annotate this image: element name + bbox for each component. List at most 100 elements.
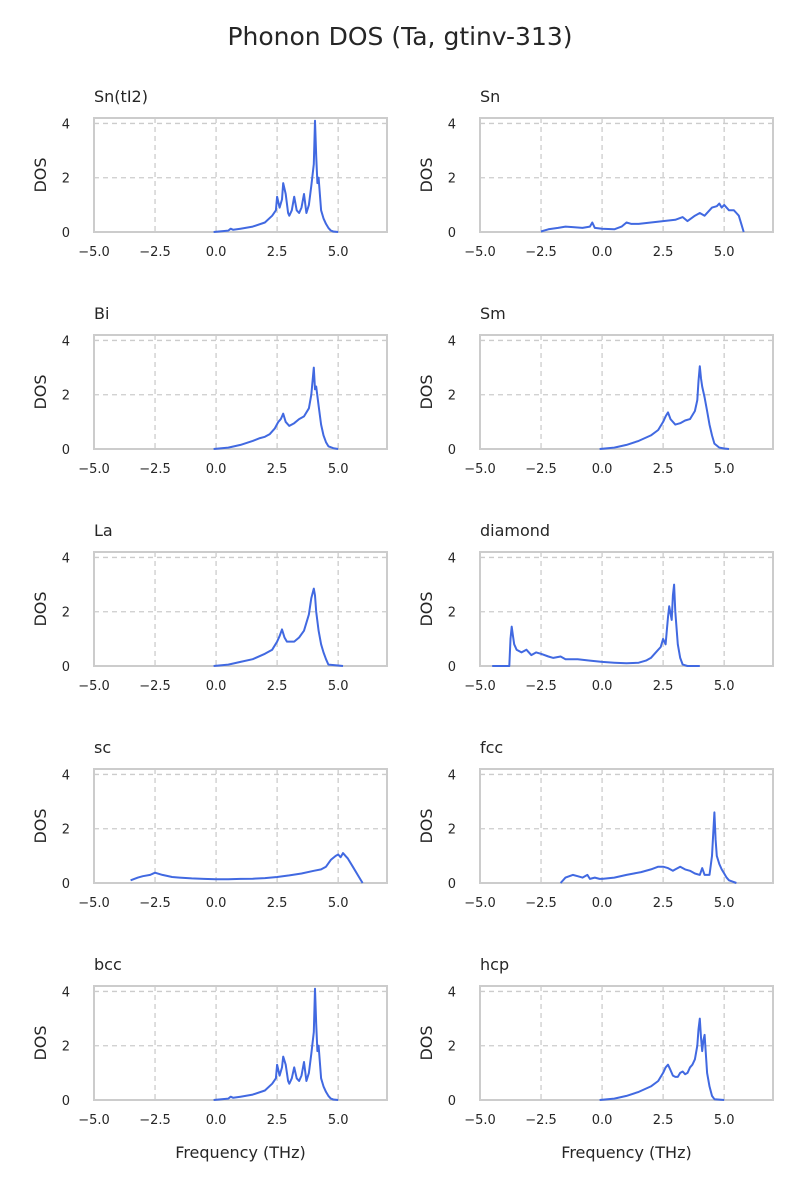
axes-frame	[479, 551, 774, 667]
x-tick-label: −5.0	[464, 896, 496, 911]
dos-series-line	[213, 587, 344, 667]
y-tick-label: 4	[448, 551, 456, 566]
y-axis-label: DOS	[31, 591, 50, 626]
y-tick-label: 2	[62, 389, 70, 404]
y-tick-label: 0	[62, 226, 70, 241]
subplot-7: fcc −5.0 −2.5 0.0 2.5 5.0 0 2 4 DOS	[417, 738, 774, 911]
x-tick-label: 0.0	[592, 896, 613, 911]
y-tick-label: 4	[62, 768, 70, 783]
x-tick-label: −2.5	[525, 896, 557, 911]
x-tick-label: −5.0	[464, 1113, 496, 1128]
y-tick-label: 2	[448, 823, 456, 838]
x-tick-label: 0.0	[206, 679, 227, 694]
y-tick-label: 0	[448, 877, 456, 892]
x-tick-label: −2.5	[139, 462, 171, 477]
y-tick-label: 0	[62, 877, 70, 892]
dos-series-line	[559, 811, 737, 884]
y-tick-label: 2	[448, 1040, 456, 1055]
y-axis-label: DOS	[31, 808, 50, 843]
x-tick-label: 0.0	[206, 1113, 227, 1128]
y-axis-label: DOS	[417, 808, 436, 843]
dos-series-line	[599, 365, 730, 450]
subplot-6: sc −5.0 −2.5 0.0 2.5 5.0 0 2 4 DOS	[31, 738, 388, 911]
y-tick-label: 2	[62, 172, 70, 187]
x-tick-label: −5.0	[464, 245, 496, 260]
x-tick-label: 5.0	[328, 1113, 349, 1128]
y-tick-label: 4	[62, 551, 70, 566]
dos-series-line	[213, 119, 339, 233]
axes-frame	[93, 117, 388, 233]
subplot-2: Bi −5.0 −2.5 0.0 2.5 5.0 0 2 4 DOS	[31, 304, 388, 477]
x-tick-label: 2.5	[653, 462, 674, 477]
y-tick-label: 4	[448, 334, 456, 349]
subplot-grid: Sn(tI2) −5.0 −2.5 0.0 2.5 5.0 0 2 4 DOS Sn −5.0 −2.5…	[31, 87, 774, 1162]
x-tick-label: 2.5	[653, 896, 674, 911]
x-tick-label: 2.5	[267, 462, 288, 477]
figure-title: Phonon DOS (Ta, gtinv-313)	[227, 22, 572, 51]
x-tick-label: 2.5	[267, 245, 288, 260]
y-axis-label: DOS	[31, 1025, 50, 1060]
dos-series-line	[599, 1017, 725, 1101]
subplot-3: Sm −5.0 −2.5 0.0 2.5 5.0 0 2 4 DOS	[417, 304, 774, 477]
dos-series-line	[213, 987, 339, 1101]
panel-title: La	[94, 521, 113, 540]
x-tick-label: −2.5	[525, 462, 557, 477]
axes-frame	[479, 334, 774, 450]
panel-title: bcc	[94, 955, 122, 974]
x-tick-label: −5.0	[78, 1113, 110, 1128]
y-tick-label: 4	[62, 334, 70, 349]
dos-series-line	[213, 366, 339, 450]
panel-title: fcc	[480, 738, 503, 757]
x-tick-label: −5.0	[78, 462, 110, 477]
panel-title: sc	[94, 738, 111, 757]
x-tick-label: 5.0	[328, 245, 349, 260]
y-tick-label: 0	[62, 443, 70, 458]
axes-frame	[93, 551, 388, 667]
dos-series-line	[492, 583, 700, 667]
x-tick-label: 2.5	[267, 1113, 288, 1128]
y-tick-label: 2	[448, 172, 456, 187]
y-tick-label: 0	[448, 660, 456, 675]
x-tick-label: 5.0	[328, 896, 349, 911]
subplot-4: La −5.0 −2.5 0.0 2.5 5.0 0 2 4 DOS	[31, 521, 388, 694]
x-tick-label: 5.0	[328, 462, 349, 477]
x-axis-label: Frequency (THz)	[561, 1143, 691, 1162]
subplot-9: hcp −5.0 −2.5 0.0 2.5 5.0 0 2 4 DOS Frequency (THz…	[417, 955, 774, 1162]
x-tick-label: −2.5	[139, 1113, 171, 1128]
x-tick-label: −2.5	[139, 679, 171, 694]
subplot-0: Sn(tI2) −5.0 −2.5 0.0 2.5 5.0 0 2 4 DOS	[31, 87, 388, 260]
subplot-1: Sn −5.0 −2.5 0.0 2.5 5.0 0 2 4 DOS	[417, 87, 774, 260]
y-tick-label: 4	[448, 768, 456, 783]
x-tick-label: −5.0	[78, 679, 110, 694]
y-tick-label: 0	[448, 443, 456, 458]
x-tick-label: 0.0	[592, 1113, 613, 1128]
subplot-5: diamond −5.0 −2.5 0.0 2.5 5.0 0 2 4 DOS	[417, 521, 774, 694]
x-tick-label: 5.0	[714, 462, 735, 477]
x-tick-label: 0.0	[592, 245, 613, 260]
x-axis-label: Frequency (THz)	[175, 1143, 305, 1162]
x-tick-label: −5.0	[464, 462, 496, 477]
y-tick-label: 4	[62, 117, 70, 132]
panel-title: Sn(tI2)	[94, 87, 148, 106]
axes-frame	[479, 117, 774, 233]
dos-series-line	[130, 852, 364, 884]
axes-frame	[479, 985, 774, 1101]
y-tick-label: 2	[62, 1040, 70, 1055]
x-tick-label: 5.0	[714, 679, 735, 694]
x-tick-label: 5.0	[714, 896, 735, 911]
x-tick-label: 2.5	[267, 896, 288, 911]
y-tick-label: 2	[62, 606, 70, 621]
y-axis-label: DOS	[417, 374, 436, 409]
x-tick-label: 0.0	[592, 679, 613, 694]
axes-frame	[93, 768, 388, 884]
y-axis-label: DOS	[31, 157, 50, 192]
x-tick-label: 2.5	[653, 679, 674, 694]
x-tick-label: −5.0	[78, 896, 110, 911]
y-axis-label: DOS	[417, 591, 436, 626]
y-axis-label: DOS	[417, 157, 436, 192]
x-tick-label: −2.5	[525, 679, 557, 694]
x-tick-label: 5.0	[714, 245, 735, 260]
x-tick-label: 0.0	[592, 462, 613, 477]
